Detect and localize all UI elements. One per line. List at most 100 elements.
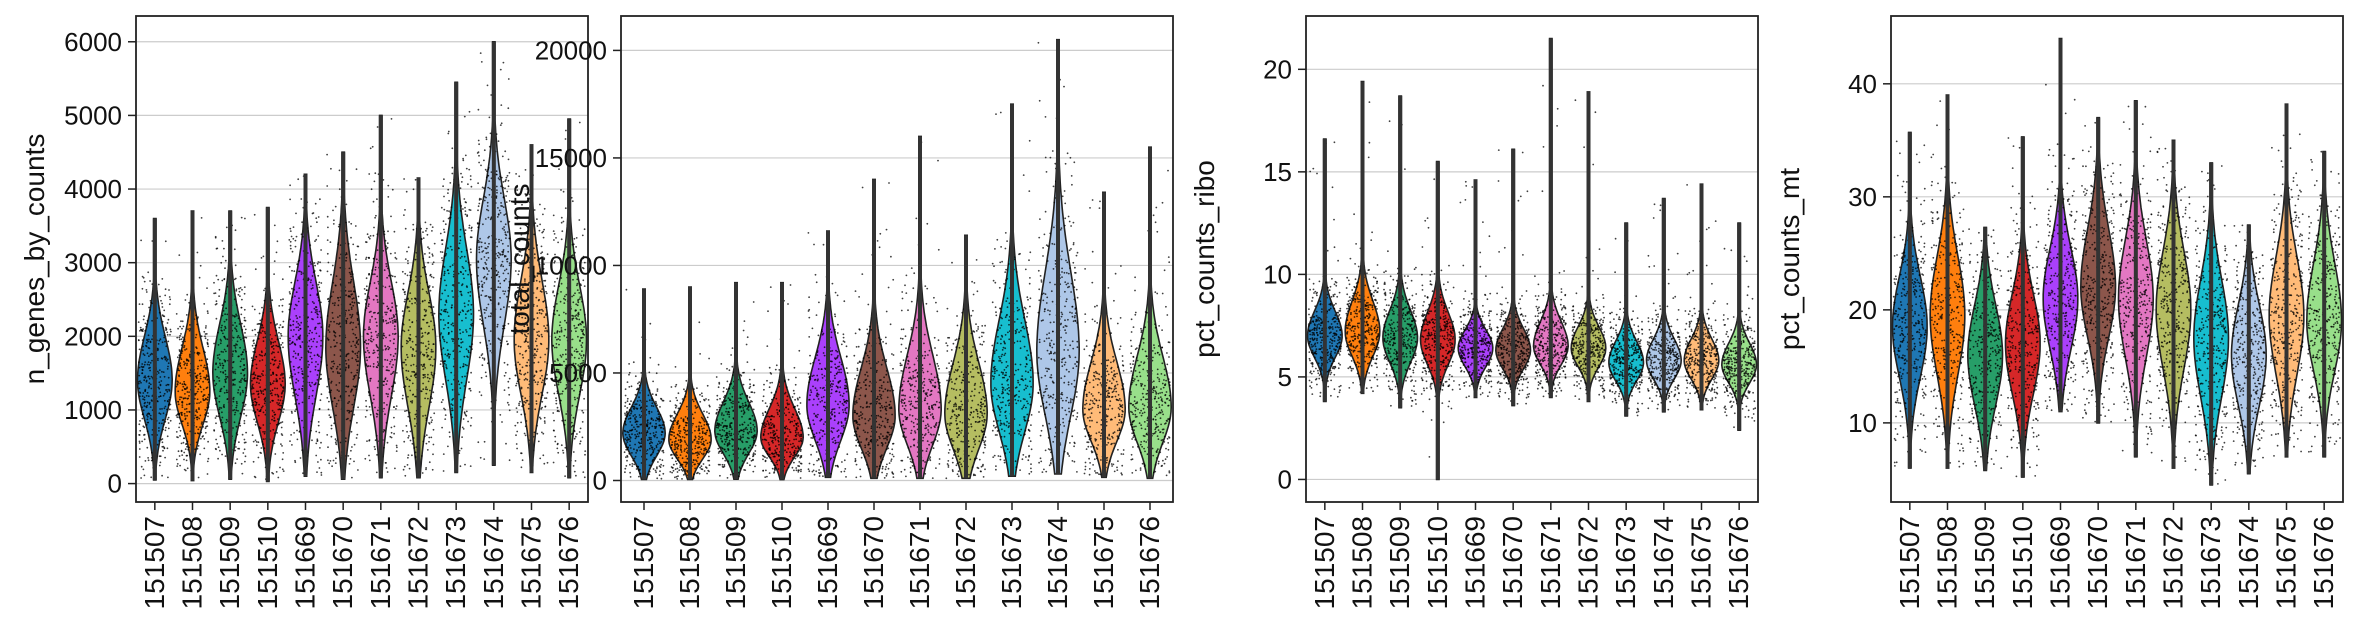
data-point [580,336,583,339]
data-point [224,325,227,328]
data-point [255,390,258,393]
data-point [526,361,529,364]
data-point [372,257,375,260]
data-point [184,448,187,450]
data-point [251,373,254,376]
data-point [245,414,248,417]
data-point [272,344,275,347]
data-point [293,421,295,424]
data-point [273,419,276,422]
data-point [394,275,396,278]
data-point [562,220,565,223]
data-point [273,224,276,227]
data-point [424,253,426,255]
data-point [243,364,246,367]
data-point [277,418,279,421]
data-point [449,213,452,216]
data-point [314,383,317,386]
data-point [298,316,301,318]
data-point [254,374,257,377]
data-point [445,284,448,287]
data-point [571,432,574,435]
data-point [345,322,348,325]
data-point [274,359,277,362]
data-point [293,270,296,273]
data-point [151,359,153,362]
data-point [659,466,662,469]
data-point [320,458,322,461]
data-point [264,431,266,433]
data-point [351,476,353,479]
data-point [576,282,579,285]
data-point [578,219,581,221]
data-point [447,445,449,448]
data-point [168,402,171,405]
data-point [281,373,283,376]
data-point [577,298,580,301]
data-point [660,477,663,480]
data-point [401,397,404,400]
data-point [277,423,280,426]
data-point [293,432,295,434]
data-point [556,332,558,334]
data-point [480,319,483,322]
data-point [386,404,388,406]
data-point [263,447,266,450]
data-point [206,363,209,366]
data-point [433,372,436,375]
data-point [226,344,229,347]
data-point [215,383,218,385]
data-point [350,293,353,296]
data-point [243,308,246,311]
data-point [414,258,417,261]
data-point [558,343,560,346]
data-point [186,358,189,361]
data-point [278,363,281,365]
data-point [170,330,172,333]
data-point [200,217,203,219]
data-point [151,240,154,242]
data-point [639,399,642,402]
data-point [236,458,239,460]
data-point [382,380,385,383]
data-point [430,320,432,323]
data-point [269,362,272,365]
data-point [425,273,428,276]
data-point [224,327,227,330]
data-point [239,295,241,297]
data-point [238,422,241,425]
data-point [244,403,247,406]
data-point [560,291,562,293]
data-point [541,381,543,384]
data-point [373,282,376,284]
data-point [185,443,188,445]
data-point [563,423,566,426]
data-point [355,437,358,439]
data-point [334,441,337,444]
data-point [217,357,219,359]
data-point [572,243,575,246]
data-point [486,84,489,87]
data-point [326,153,328,156]
data-point [334,462,337,464]
data-point [339,266,342,269]
data-point [451,304,453,307]
data-point [279,399,282,402]
data-point [138,440,141,443]
data-point [407,329,410,332]
data-point [273,356,276,359]
data-point [583,285,586,287]
data-point [639,392,641,394]
data-point [384,358,386,361]
data-point [296,304,298,307]
data-point [164,294,167,297]
data-point [159,461,162,464]
data-point [525,420,528,422]
data-point [440,348,443,351]
data-point [413,417,416,420]
data-point [206,367,209,369]
data-point [469,295,472,297]
data-point [143,363,146,366]
data-point [372,365,375,368]
data-point [329,416,332,419]
